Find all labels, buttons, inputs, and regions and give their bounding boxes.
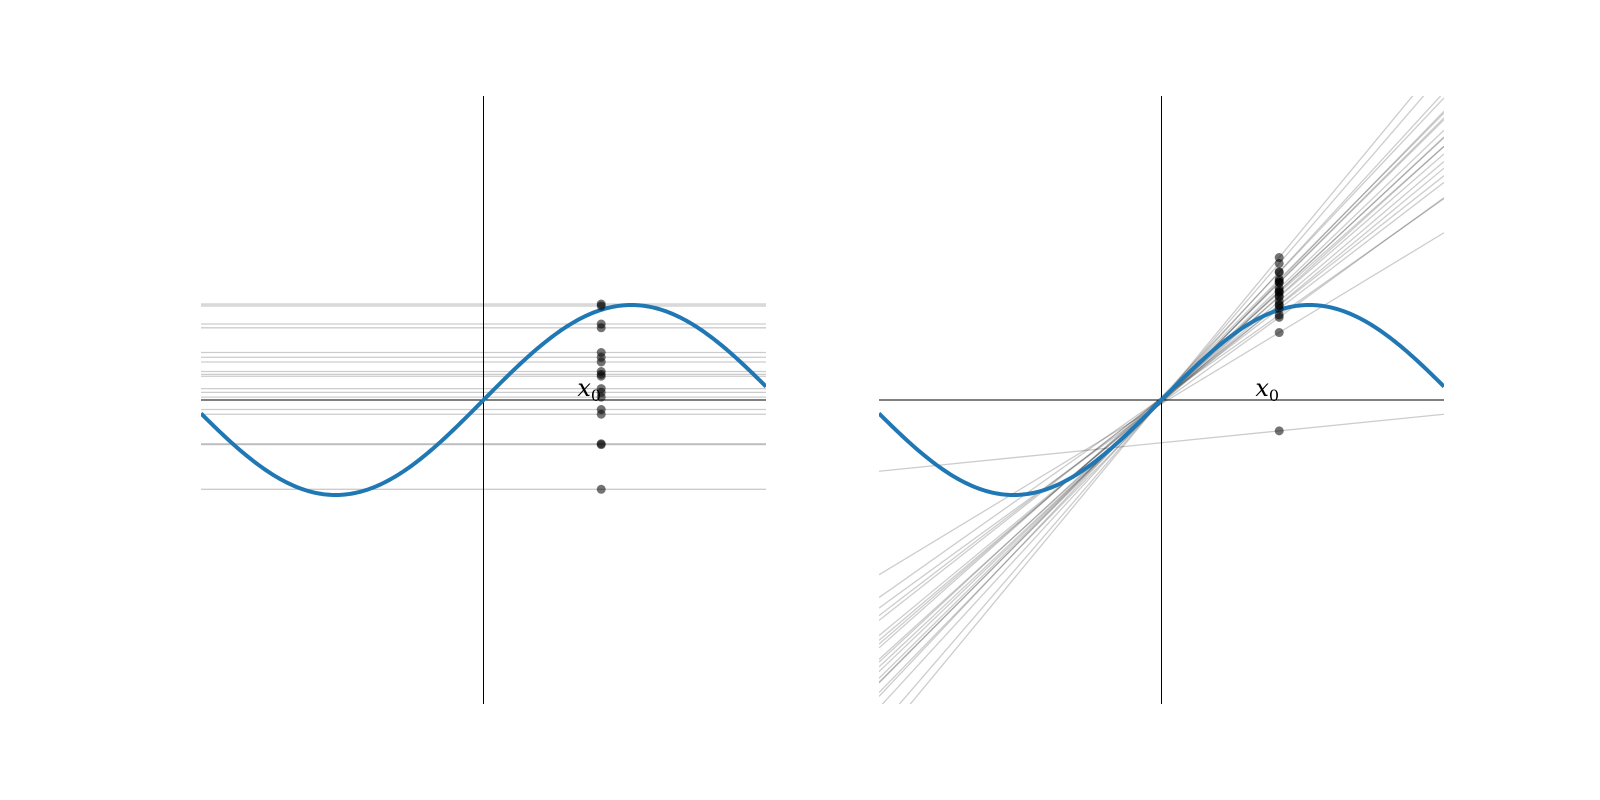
left-sample-point bbox=[596, 409, 606, 419]
left-sample-point bbox=[596, 357, 606, 367]
right-sample-point bbox=[1274, 304, 1284, 314]
left-x0-subscript: 0 bbox=[591, 386, 601, 405]
left-sample-point bbox=[596, 301, 606, 311]
right-sample-point bbox=[1274, 296, 1284, 306]
right-x0-label: x0 bbox=[1255, 374, 1279, 405]
left-sample-point bbox=[596, 392, 606, 402]
right-sample-point bbox=[1274, 253, 1284, 262]
right-x0-letter: x bbox=[1255, 374, 1269, 402]
left-x0-letter: x bbox=[577, 374, 591, 402]
right-sample-point bbox=[1274, 328, 1284, 338]
right-plot: x0 bbox=[879, 96, 1444, 704]
right-sample-point bbox=[1274, 286, 1284, 296]
left-sample-point bbox=[596, 371, 606, 381]
right-sample-point bbox=[1274, 426, 1284, 436]
right-sine-curve bbox=[879, 302, 1444, 498]
left-x0-label: x0 bbox=[577, 374, 601, 405]
left-sample-point bbox=[596, 323, 606, 333]
left-sample-point bbox=[596, 440, 606, 450]
right-sample-point bbox=[1274, 277, 1284, 287]
right-sample-points bbox=[1274, 253, 1284, 436]
left-sine-curve bbox=[201, 302, 766, 498]
left-plot: x0 bbox=[201, 96, 766, 704]
right-x0-subscript: 0 bbox=[1269, 386, 1279, 405]
right-sample-point bbox=[1274, 267, 1284, 277]
left-sample-points bbox=[596, 299, 606, 494]
left-sample-point bbox=[596, 484, 606, 494]
right-sample-point bbox=[1274, 310, 1284, 320]
